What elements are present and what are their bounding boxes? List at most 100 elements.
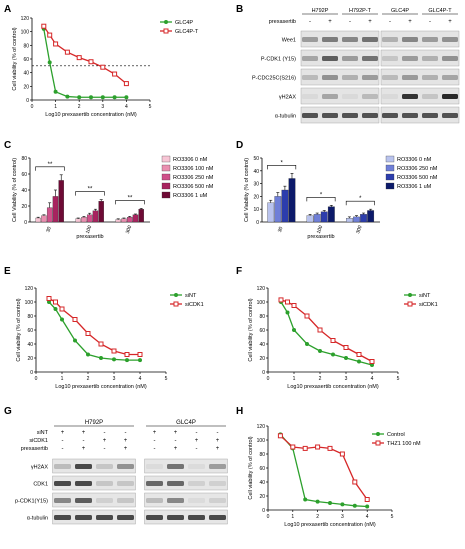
x-tick-label: 5 bbox=[391, 514, 394, 520]
x-tick-label: 2 bbox=[87, 376, 90, 382]
legend-swatch bbox=[385, 173, 395, 181]
legend-label: GLC4P bbox=[175, 20, 193, 26]
blot-lane-sign: + bbox=[82, 446, 86, 452]
data-point bbox=[327, 445, 333, 451]
blot-band bbox=[442, 37, 458, 42]
significance-label: * bbox=[359, 196, 362, 202]
x-tick-label: 2 bbox=[319, 376, 322, 382]
significance-label: ** bbox=[48, 162, 53, 168]
blot-lane-sign: - bbox=[125, 430, 127, 436]
y-tick-label: 40 bbox=[259, 480, 265, 486]
bar bbox=[346, 218, 353, 223]
series-line bbox=[43, 28, 127, 98]
legend-marker bbox=[375, 440, 381, 446]
blot-band bbox=[402, 75, 418, 80]
x-tick-label: 30 bbox=[277, 226, 285, 233]
blot-band bbox=[188, 464, 205, 469]
blot-band bbox=[442, 75, 458, 80]
data-point bbox=[352, 479, 358, 485]
blot-band bbox=[402, 94, 418, 99]
legend-marker bbox=[407, 301, 413, 307]
data-point bbox=[278, 297, 284, 303]
x-tick-label: 1 bbox=[291, 514, 294, 520]
blot-band bbox=[188, 481, 205, 486]
data-point bbox=[123, 81, 129, 87]
data-point bbox=[85, 331, 91, 336]
blot-band bbox=[362, 37, 378, 42]
blot-band bbox=[188, 515, 205, 520]
legend-label: GLC4P-T bbox=[175, 29, 199, 35]
y-tick-label: 60 bbox=[21, 172, 27, 178]
blot-band bbox=[209, 515, 226, 520]
blot-band bbox=[302, 75, 318, 80]
y-tick-label: 60 bbox=[259, 466, 265, 472]
legend-label: RO3306 1 uM bbox=[173, 193, 208, 199]
blot-treatment-label: prexasertib bbox=[21, 446, 48, 452]
blot-lane-sign: - bbox=[154, 446, 156, 452]
legend-label: THZ1 100 nM bbox=[387, 441, 421, 447]
blot-group-label: GLC4P bbox=[391, 8, 409, 14]
legend-swatch bbox=[161, 182, 171, 190]
blot-membrane bbox=[300, 49, 380, 67]
data-point bbox=[89, 95, 93, 100]
legend-label: RO3306 250 nM bbox=[397, 166, 438, 172]
bar bbox=[306, 215, 314, 223]
data-point bbox=[64, 49, 70, 55]
legend-label: RO3306 250 nM bbox=[173, 175, 214, 181]
blot-membrane bbox=[300, 106, 380, 124]
blot-band bbox=[146, 481, 163, 486]
bar bbox=[41, 215, 47, 223]
data-point bbox=[328, 501, 332, 505]
y-axis-label: Cell viability (% of control) bbox=[248, 436, 254, 499]
legend-marker bbox=[174, 293, 178, 297]
data-point bbox=[77, 95, 82, 100]
blot-lane-sign: + bbox=[82, 430, 86, 436]
y-tick-label: 100 bbox=[257, 438, 266, 444]
y-tick-label: 100 bbox=[257, 300, 266, 306]
blot-group-label: H792P bbox=[312, 8, 329, 14]
data-point bbox=[124, 95, 129, 100]
legend-swatch bbox=[385, 155, 395, 163]
blot-band bbox=[442, 113, 458, 118]
blot-lane-sign: - bbox=[196, 430, 198, 436]
y-tick-label: 80 bbox=[21, 156, 27, 162]
legend-label: RO3306 100 nM bbox=[173, 166, 214, 172]
significance-bracket bbox=[267, 165, 297, 170]
blot-band bbox=[422, 56, 438, 61]
panel-letter-a: A bbox=[4, 4, 11, 15]
blot-membrane bbox=[144, 509, 228, 525]
significance-bracket bbox=[115, 200, 145, 205]
blot-membrane bbox=[380, 87, 460, 105]
data-point bbox=[331, 352, 335, 357]
blot-lane-sign: + bbox=[216, 446, 220, 452]
blot-band bbox=[209, 498, 226, 503]
legend-swatch bbox=[161, 173, 171, 181]
blot-membrane bbox=[380, 49, 460, 67]
y-tick-label: 20 bbox=[27, 356, 33, 362]
y-tick-label: 120 bbox=[257, 424, 266, 430]
x-tick-label: 2 bbox=[78, 104, 81, 110]
legend-swatch bbox=[161, 191, 171, 199]
y-tick-label: 100 bbox=[25, 300, 34, 306]
blot-band bbox=[75, 464, 92, 469]
blot-band bbox=[302, 56, 318, 61]
x-tick-label: 5 bbox=[165, 376, 168, 382]
blot-lane-sign: - bbox=[196, 446, 198, 452]
blot-lane-sign: + bbox=[61, 430, 65, 436]
data-point bbox=[344, 356, 348, 360]
blot-band bbox=[117, 498, 134, 503]
y-tick-label: 20 bbox=[21, 204, 27, 210]
blot-lane-sign: + bbox=[124, 438, 128, 444]
y-axis-label: Cell viability (% of control) bbox=[16, 298, 22, 361]
bar bbox=[367, 210, 375, 223]
bar bbox=[126, 217, 133, 223]
data-point bbox=[53, 307, 58, 311]
bar bbox=[360, 214, 367, 223]
data-point bbox=[369, 359, 375, 364]
blot-lane-sign: - bbox=[154, 438, 156, 444]
bar bbox=[132, 214, 139, 223]
x-tick-label: 3 bbox=[341, 514, 344, 520]
x-tick-label: 100 bbox=[85, 225, 94, 235]
data-point bbox=[100, 95, 105, 100]
